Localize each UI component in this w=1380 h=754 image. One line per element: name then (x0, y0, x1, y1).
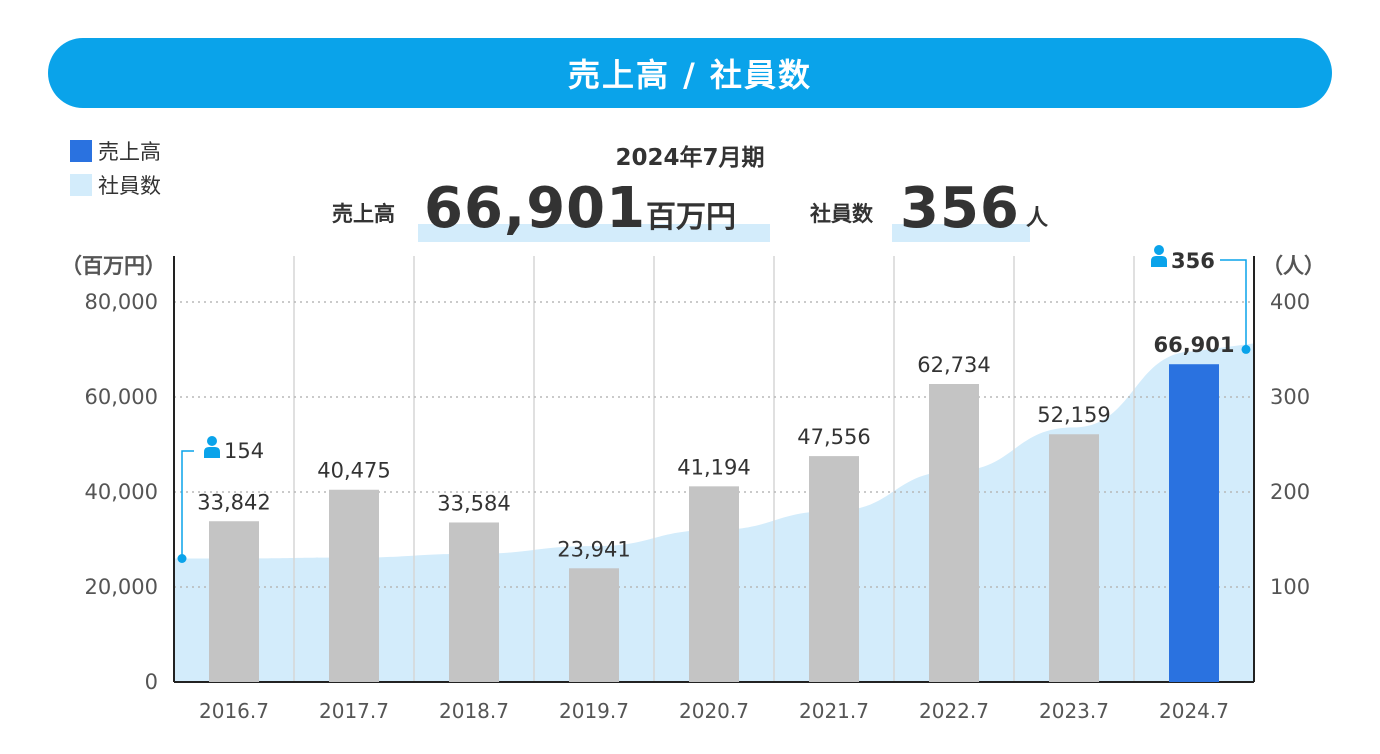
sales-highlight (418, 224, 770, 242)
employees-callout-first: 154 (224, 439, 264, 463)
callout-dot-last (1241, 344, 1251, 354)
sales-bar (809, 456, 859, 682)
callout-dot-first (177, 554, 187, 563)
summary-period: 2024年7月期 (615, 145, 765, 171)
sales-bar (209, 521, 259, 682)
right-tick-label: 200 (1270, 480, 1310, 504)
sales-bar (929, 384, 979, 682)
sales-value-label: 40,475 (317, 459, 390, 483)
x-tick-label: 2018.7 (439, 699, 509, 723)
x-tick-label: 2020.7 (679, 699, 749, 723)
legend-label-employees: 社員数 (98, 174, 161, 198)
left-tick-label: 60,000 (85, 385, 158, 409)
sales-value-label: 33,584 (437, 491, 510, 515)
sales-value-label: 62,734 (917, 353, 990, 377)
employees-callout-last: 356 (1171, 249, 1215, 273)
sales-value-label: 23,941 (557, 537, 630, 561)
x-tick-label: 2016.7 (199, 699, 269, 723)
x-tick-label: 2019.7 (559, 699, 629, 723)
legend: 売上高 社員数 (70, 134, 161, 202)
x-tick-label: 2021.7 (799, 699, 869, 723)
right-tick-label: 300 (1270, 385, 1310, 409)
sales-value-label: 47,556 (797, 425, 870, 449)
left-tick-label: 20,000 (85, 575, 158, 599)
left-tick-label: 0 (145, 670, 158, 694)
person-icon-last-body (1151, 256, 1167, 267)
chart-title: 売上高 / 社員数 (568, 56, 812, 94)
person-icon-first-body (204, 447, 220, 458)
legend-label-sales: 売上高 (98, 140, 161, 164)
callout-leader-last (1220, 259, 1247, 350)
employees-area (174, 343, 1254, 682)
summary-employees-unit: 人 (1026, 206, 1049, 231)
chart-title-banner: 売上高 / 社員数 (48, 38, 1332, 108)
x-tick-label: 2024.7 (1159, 699, 1229, 723)
summary-sales-unit: 百万円 (646, 200, 736, 235)
sales-value-label: 52,159 (1037, 403, 1110, 427)
sales-bar (329, 489, 379, 682)
person-icon-last-head (1154, 245, 1164, 255)
x-tick-label: 2022.7 (919, 699, 989, 723)
summary-employees-label: 社員数 (810, 202, 873, 226)
left-tick-label: 40,000 (85, 480, 158, 504)
x-tick-label: 2023.7 (1039, 699, 1109, 723)
sales-bar (689, 486, 739, 682)
sales-bar (1049, 434, 1099, 682)
sales-value-label: 66,901 (1153, 333, 1234, 357)
person-icon-first-head (207, 436, 217, 446)
right-axis-unit: （人） (1262, 254, 1325, 278)
sales-value-label: 41,194 (677, 455, 750, 479)
x-tick-label: 2017.7 (319, 699, 389, 723)
right-tick-label: 100 (1270, 575, 1310, 599)
left-tick-label: 80,000 (85, 290, 158, 314)
sales-bar (449, 522, 499, 682)
summary-sales-label: 売上高 (332, 202, 395, 226)
legend-item-sales: 売上高 (70, 134, 161, 168)
employees-highlight (892, 224, 1030, 242)
summary-sales-value: 66,901 (424, 176, 647, 241)
sales-bar (569, 568, 619, 682)
summary-employees-value: 356 (900, 176, 1020, 241)
sales-value-label: 33,842 (197, 490, 270, 514)
legend-swatch-employees (70, 174, 92, 196)
callout-leader-first (181, 450, 194, 559)
legend-swatch-sales (70, 140, 92, 162)
sales-bar (1169, 364, 1219, 682)
right-tick-label: 400 (1270, 290, 1310, 314)
left-axis-unit: （百万円） (61, 254, 166, 278)
legend-item-employees: 社員数 (70, 168, 161, 202)
